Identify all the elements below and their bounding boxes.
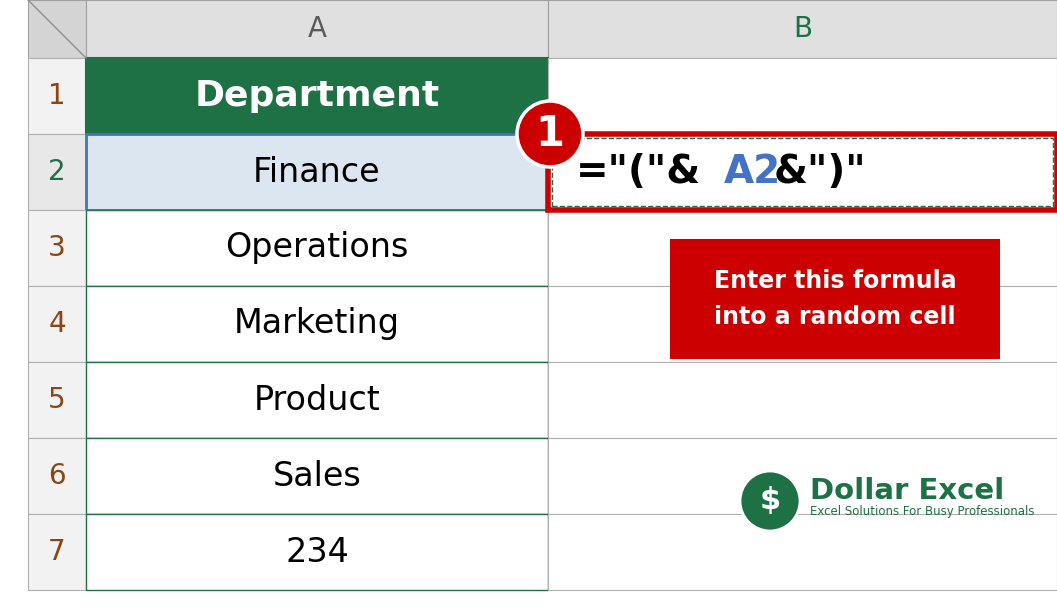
Bar [27,438,86,514]
Text: Department: Department [194,79,440,113]
Text: B: B [793,15,812,43]
Text: Operations: Operations [225,231,409,265]
Text: 234: 234 [285,535,349,569]
Bar [548,438,1057,514]
Bar [86,286,548,362]
Text: 1: 1 [536,113,564,155]
Text: 5: 5 [49,386,66,414]
Text: 2: 2 [49,158,66,186]
Bar [86,134,548,210]
Circle shape [517,101,583,167]
Text: ="("&: ="("& [576,153,701,191]
Text: A2: A2 [724,153,781,191]
Text: Finance: Finance [254,155,381,188]
Text: 6: 6 [49,462,66,490]
Text: Product: Product [254,384,381,416]
Text: Excel Solutions For Busy Professionals: Excel Solutions For Busy Professionals [810,505,1035,518]
Bar [548,134,1057,210]
Text: &")": &")" [774,153,867,191]
Text: 7: 7 [49,538,66,566]
Bar [27,0,86,58]
Text: 3: 3 [49,234,66,262]
Text: $: $ [759,486,781,516]
Bar [27,58,86,134]
Bar [86,0,548,58]
Bar [27,210,86,286]
Text: Marketing: Marketing [234,308,400,341]
Text: Sales: Sales [273,459,361,492]
Bar [27,514,86,590]
Bar [548,210,1057,286]
Text: 1: 1 [49,82,66,110]
Bar [552,138,1053,206]
Bar [548,362,1057,438]
Bar [27,134,86,210]
Bar [86,58,548,134]
Bar [548,134,1057,210]
Bar [86,362,548,438]
Text: 4: 4 [49,310,66,338]
Bar [670,239,1000,359]
Bar [86,438,548,514]
Bar [86,514,548,590]
Bar [27,362,86,438]
Bar [548,514,1057,590]
Bar [548,286,1057,362]
Bar [27,286,86,362]
Text: A: A [308,15,327,43]
Bar [548,58,1057,134]
Bar [86,210,548,286]
Bar [548,0,1057,58]
Text: Dollar Excel: Dollar Excel [810,477,1004,505]
Circle shape [740,471,800,531]
Text: Enter this formula
into a random cell: Enter this formula into a random cell [713,270,957,328]
